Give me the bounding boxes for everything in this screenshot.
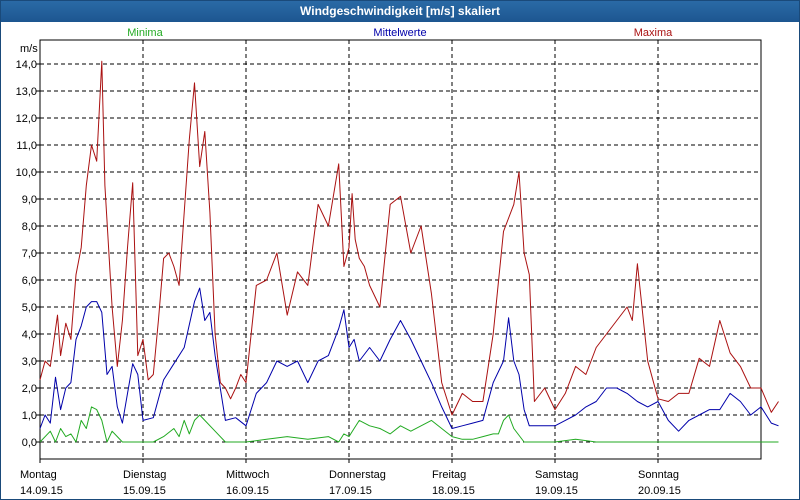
series-line-maxima (39, 60, 779, 416)
series-lines (39, 60, 779, 443)
grid-lines (40, 40, 761, 459)
series-line-minima (39, 406, 779, 443)
legend-minima: Minima (127, 27, 163, 39)
y-tick-label: 4,0 (22, 329, 37, 341)
y-tick-label: 6,0 (22, 275, 37, 287)
x-tick-date: 16.09.15 (226, 485, 269, 497)
y-tick-label: 11,0 (16, 140, 37, 152)
window-title: Windgeschwindigkeit [m/s] skaliert (1, 1, 799, 22)
y-tick-label: 7,0 (22, 248, 37, 260)
x-tick-day: Samstag (535, 469, 578, 481)
x-tick-date: 15.09.15 (123, 485, 166, 497)
legend-mittelwerte: Mittelwerte (373, 27, 426, 39)
x-tick-date: 20.09.15 (638, 485, 681, 497)
y-axis-ticks: 0,0 1,0 2,0 3,0 4,0 5,0 6,0 7,0 8,0 9,0 10,0 11,0 12… (16, 59, 40, 449)
y-tick-label: 3,0 (22, 356, 37, 368)
y-tick-label: 1,0 (22, 410, 37, 422)
y-tick-label: 5,0 (22, 302, 37, 314)
y-tick-label: 14,0 (16, 59, 37, 71)
y-tick-label: 9,0 (22, 194, 37, 206)
y-tick-label: 12,0 (16, 113, 37, 125)
x-tick-day: Montag (20, 469, 57, 481)
y-tick-label: 0,0 (22, 437, 37, 449)
x-tick-day: Sonntag (638, 469, 679, 481)
x-tick-date: 17.09.15 (329, 485, 372, 497)
x-tick-day: Freitag (432, 469, 466, 481)
x-tick-date: 14.09.15 (20, 485, 63, 497)
x-tick-date: 18.09.15 (432, 485, 475, 497)
y-axis-label: m/s (20, 43, 38, 55)
series-line-mittelwerte (39, 287, 779, 432)
legend-maxima: Maxima (634, 27, 673, 39)
x-tick-day: Dienstag (123, 469, 166, 481)
y-tick-label: 2,0 (22, 383, 37, 395)
x-tick-day: Donnerstag (329, 469, 386, 481)
y-tick-label: 13,0 (16, 86, 37, 98)
x-tick-day: Mittwoch (226, 469, 269, 481)
y-tick-label: 8,0 (22, 221, 37, 233)
y-tick-label: 10,0 (16, 167, 37, 179)
x-axis-ticks: Montag 14.09.15 Dienstag 15.09.15 Mittwoch 16… (20, 459, 681, 497)
plot-area (39, 39, 762, 460)
x-tick-date: 19.09.15 (535, 485, 578, 497)
